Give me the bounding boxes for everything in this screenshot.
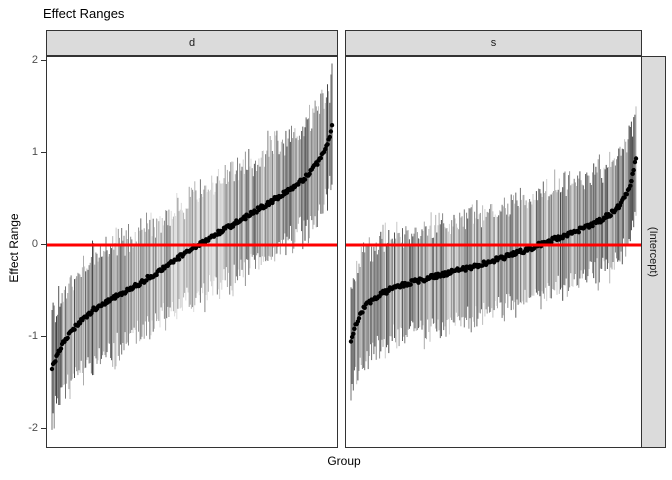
x-axis-title: Group [327, 454, 361, 468]
y-tick-mark [41, 335, 46, 337]
y-tick-label: 1 [31, 146, 38, 158]
y-tick-label: 2 [31, 54, 38, 66]
y-axis-title: Effect Range [7, 213, 21, 283]
y-tick-mark [41, 243, 46, 245]
y-tick-label: -1 [28, 330, 38, 342]
right-facet-strip: (Intercept) [641, 56, 666, 448]
y-tick-mark [41, 59, 46, 61]
panel-s [345, 56, 642, 448]
y-tick-label: -2 [28, 422, 38, 434]
right-facet-strip-label: (Intercept) [647, 226, 660, 278]
facet-strip-s-label: s [490, 37, 497, 49]
facet-strip-d: d [46, 30, 338, 56]
plot-data-layer-s [346, 106, 641, 401]
y-tick-label: 0 [31, 238, 38, 250]
chart-title: Effect Ranges [43, 6, 125, 21]
y-tick-mark [41, 427, 46, 429]
facet-strip-s: s [345, 30, 642, 56]
facet-strip-d-label: d [188, 37, 196, 49]
y-tick-mark [41, 151, 46, 153]
plot-data-layer-d [47, 63, 337, 430]
panel-d [46, 56, 338, 448]
